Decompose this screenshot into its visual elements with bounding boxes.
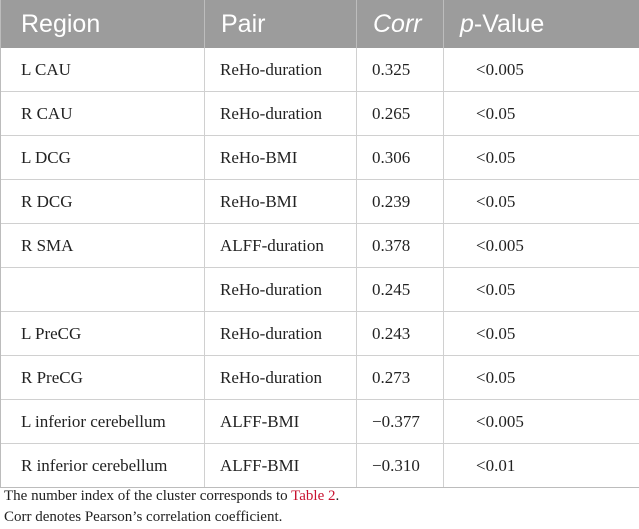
table-row: R DCG ReHo-BMI 0.239 <0.05: [1, 179, 639, 223]
cell-corr: 0.239: [357, 180, 444, 223]
cell-corr: 0.325: [357, 48, 444, 91]
header-region: Region: [1, 0, 205, 48]
cell-pair: ReHo-duration: [205, 356, 357, 399]
table-row: R CAU ReHo-duration 0.265 <0.05: [1, 91, 639, 135]
table-footnotes: The number index of the cluster correspo…: [4, 486, 339, 528]
cell-pair: ALFF-duration: [205, 224, 357, 267]
header-p-value: p -Value: [444, 0, 639, 48]
cell-pair: ReHo-duration: [205, 312, 357, 355]
cell-p-value: <0.01: [476, 455, 516, 475]
footnote-1-prefix: The number index of the cluster correspo…: [4, 488, 292, 504]
cell-p-value: <0.05: [476, 147, 516, 167]
cell-corr: 0.306: [357, 136, 444, 179]
cell-p-value: <0.005: [476, 59, 524, 79]
cell-region: R SMA: [1, 224, 205, 267]
cell-p-value: <0.005: [476, 411, 524, 431]
cell-p-value: <0.05: [476, 279, 516, 299]
table-body: L CAU ReHo-duration 0.325 <0.005 R CAU ReHo-d…: [1, 48, 639, 487]
table-2-link[interactable]: Table 2: [291, 488, 336, 504]
cell-region: R CAU: [1, 92, 205, 135]
cell-p-value: <0.05: [476, 103, 516, 123]
cell-corr: −0.310: [357, 444, 444, 487]
cell-pair: ALFF-BMI: [205, 444, 357, 487]
cell-p-value: <0.05: [476, 191, 516, 211]
cell-corr: 0.245: [357, 268, 444, 311]
table-row: ReHo-duration 0.245 <0.05: [1, 267, 639, 311]
cell-region: [1, 268, 205, 311]
cell-region: L DCG: [1, 136, 205, 179]
cell-region: L CAU: [1, 48, 205, 91]
header-p-value-italic: p: [460, 9, 474, 38]
table-row: L DCG ReHo-BMI 0.306 <0.05: [1, 135, 639, 179]
cell-p-value: <0.05: [476, 367, 516, 387]
cell-region: L PreCG: [1, 312, 205, 355]
header-corr: Corr: [357, 0, 444, 48]
footnote-1-suffix: .: [335, 488, 340, 504]
cell-region: R DCG: [1, 180, 205, 223]
cell-region: R inferior cerebellum: [1, 444, 205, 487]
footnote-corr-definition: Corr denotes Pearson’s correlation coeff…: [4, 509, 283, 525]
table-row: R SMA ALFF-duration 0.378 <0.005: [1, 223, 639, 267]
cell-pair: ALFF-BMI: [205, 400, 357, 443]
table-row: R PreCG ReHo-duration 0.273 <0.05: [1, 355, 639, 399]
cell-corr: −0.377: [357, 400, 444, 443]
cell-corr: 0.265: [357, 92, 444, 135]
table-row: R inferior cerebellum ALFF-BMI −0.310 <0.01: [1, 443, 639, 487]
cell-pair: ReHo-duration: [205, 48, 357, 91]
cell-p-value: <0.05: [476, 323, 516, 343]
cell-region: L inferior cerebellum: [1, 400, 205, 443]
table-row: L CAU ReHo-duration 0.325 <0.005: [1, 48, 639, 91]
table-header-row: Region Pair Corr p -Value: [1, 0, 639, 48]
header-p-value-rest: -Value: [473, 9, 545, 38]
cell-p-value: <0.005: [476, 235, 524, 255]
cell-corr: 0.273: [357, 356, 444, 399]
header-pair: Pair: [205, 0, 357, 48]
table-row: L PreCG ReHo-duration 0.243 <0.05: [1, 311, 639, 355]
cell-corr: 0.243: [357, 312, 444, 355]
table-row: L inferior cerebellum ALFF-BMI −0.377 <0.00…: [1, 399, 639, 443]
cell-region: R PreCG: [1, 356, 205, 399]
cell-pair: ReHo-duration: [205, 268, 357, 311]
cell-pair: ReHo-BMI: [205, 136, 357, 179]
cell-corr: 0.378: [357, 224, 444, 267]
correlation-table: Region Pair Corr p -Value L CAU ReHo-durat…: [0, 0, 639, 488]
cell-pair: ReHo-BMI: [205, 180, 357, 223]
cell-pair: ReHo-duration: [205, 92, 357, 135]
footnote-cluster-index: The number index of the cluster correspo…: [4, 486, 339, 507]
